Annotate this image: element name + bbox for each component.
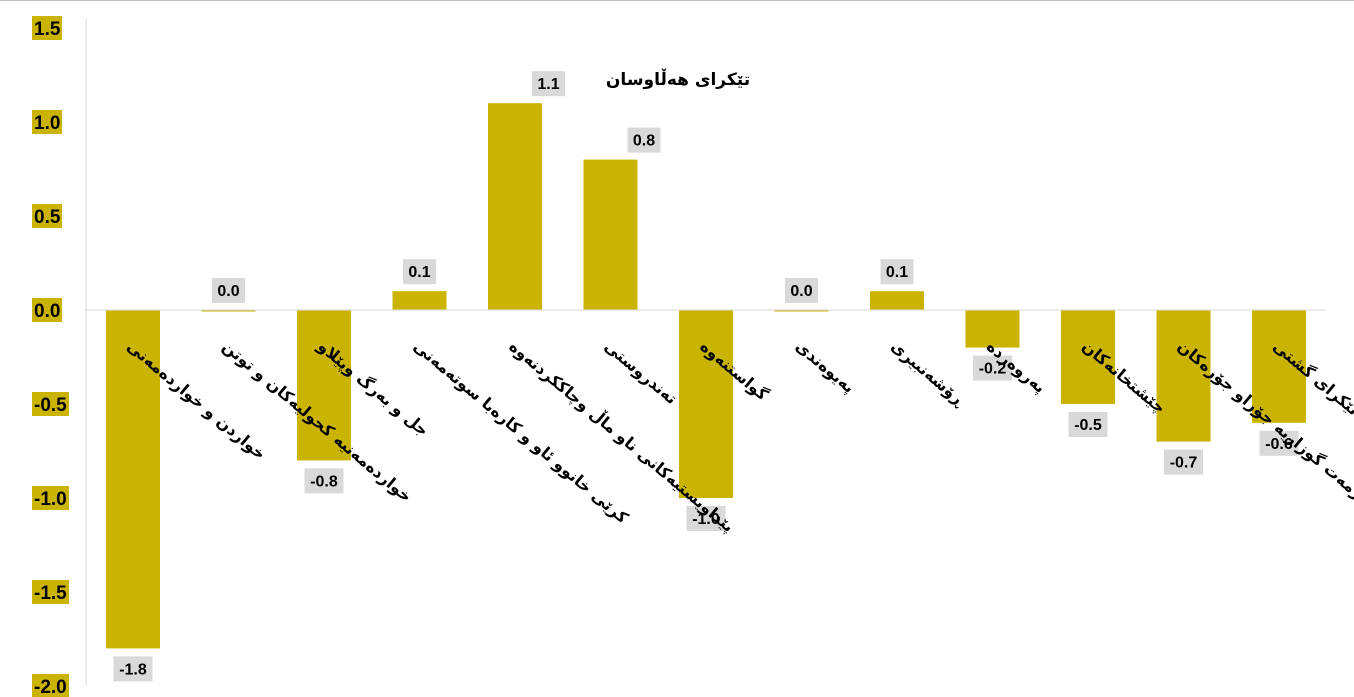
y-tick-label: 0.0 — [34, 301, 60, 322]
bar — [106, 310, 160, 649]
bars — [106, 103, 1306, 649]
data-label: -0.2 — [979, 361, 1007, 378]
data-label-bg — [1068, 412, 1108, 437]
data-label-bg — [973, 355, 1012, 381]
y-tick-label: -2.0 — [34, 677, 67, 697]
data-labels: -1.8 0.0 -0.8 0.1 1.1 0.8 -1.0 0.0 0.1 -0.2 -0.5 -0… — [113, 71, 1299, 682]
y-tick-label: 1.0 — [34, 113, 60, 134]
y-tick-label-bg — [32, 674, 69, 697]
y-tick-label-bg — [32, 204, 62, 228]
bar — [774, 310, 829, 312]
bar — [488, 103, 542, 310]
y-tick-label-bg — [32, 486, 69, 510]
bar — [870, 291, 924, 310]
y-tick-label: -1.5 — [34, 583, 67, 604]
bar — [965, 310, 1020, 348]
y-tick-label-bg — [32, 392, 69, 416]
bar — [392, 291, 447, 310]
data-label: 0.0 — [790, 283, 812, 300]
data-label: -0.5 — [1074, 417, 1102, 434]
data-label: 0.1 — [886, 264, 908, 281]
y-tick-label-bg — [32, 16, 62, 40]
data-label: -1.0 — [692, 511, 720, 528]
data-label: -0.7 — [1170, 455, 1198, 472]
chart-title: تێکرای هەڵاوسان — [606, 68, 750, 90]
data-label: -1.8 — [119, 661, 147, 678]
data-label-bg — [403, 259, 436, 285]
y-tick-label-bg — [32, 298, 62, 322]
data-label-bg — [627, 127, 661, 153]
data-label: 0.0 — [217, 283, 239, 300]
bar — [583, 159, 638, 310]
data-label: 0.8 — [633, 133, 655, 150]
data-label: 1.1 — [537, 76, 559, 93]
data-label: 0.1 — [408, 264, 430, 281]
data-label-bg — [1259, 430, 1299, 456]
data-label-bg — [686, 506, 726, 531]
bar — [1252, 310, 1306, 423]
data-label: -0.8 — [310, 473, 338, 490]
bar — [297, 310, 351, 461]
bar — [679, 310, 733, 498]
bar — [201, 310, 256, 312]
bar — [1156, 310, 1211, 442]
y-tick-label: 0.5 — [34, 207, 61, 228]
y-axis: 1.5 1.0 0.5 0.0 -0.5 -1.0 -1.5 -2.0 — [32, 16, 87, 697]
data-label-bg — [785, 278, 818, 303]
data-label-bg — [304, 468, 344, 494]
data-label-bg — [532, 71, 565, 97]
y-tick-label: 1.5 — [34, 19, 61, 40]
data-label-bg — [113, 656, 153, 682]
data-label-bg — [1164, 449, 1203, 475]
data-label: -0.6 — [1265, 436, 1293, 453]
y-tick-label: -1.0 — [34, 489, 67, 510]
bar — [1061, 310, 1115, 404]
data-label-bg — [880, 259, 914, 285]
y-tick-label-bg — [32, 110, 62, 134]
data-label-bg — [212, 278, 245, 303]
y-tick-label-bg — [32, 580, 69, 604]
y-tick-label: -0.5 — [34, 395, 67, 416]
